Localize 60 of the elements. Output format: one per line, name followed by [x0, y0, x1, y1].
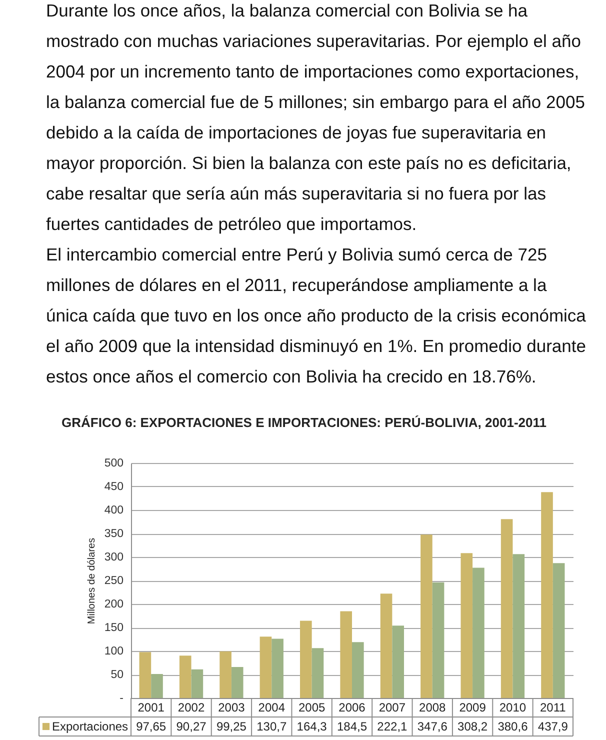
bar: [552, 563, 565, 698]
y-tick-label: 100: [104, 646, 124, 658]
y-tick-label: 200: [104, 598, 124, 610]
data-label: 184,5: [336, 720, 368, 734]
bar: [472, 568, 484, 698]
bar: [420, 534, 432, 698]
bar: [220, 651, 232, 698]
bar: [460, 553, 473, 698]
x-tick-label: 2004: [258, 700, 286, 714]
x-tick-label: 2001: [138, 700, 165, 714]
x-tick-label: 2002: [178, 700, 205, 714]
x-tick-label: 2005: [298, 700, 326, 714]
y-tick-label: 450: [104, 481, 124, 493]
y-tick-label: 350: [104, 528, 124, 540]
data-label: 130,7: [256, 720, 287, 734]
legend-label: Exportaciones: [52, 720, 128, 734]
bar: [231, 666, 244, 698]
bar: [340, 611, 352, 698]
data-label: 437,9: [538, 720, 568, 734]
data-label: 164,3: [296, 720, 328, 734]
y-tick-label: 250: [104, 575, 124, 587]
chart-title: GRÁFICO 6: EXPORTACIONES E IMPORTACIONES: PERÚ-BOLIVIA, 2001-2011: [62, 415, 546, 430]
x-tick-label: 2011: [540, 700, 566, 714]
data-label: 90,27: [176, 720, 207, 734]
bar: [380, 594, 392, 698]
bar: [151, 674, 163, 698]
x-tick-label: 2010: [499, 700, 526, 714]
bar: [179, 656, 192, 698]
x-tick-label: 2006: [338, 700, 366, 714]
y-axis-title: Millones de dólares: [86, 538, 98, 624]
bar: [312, 648, 324, 698]
data-label: 308,2: [458, 720, 488, 734]
y-tick-label: 500: [104, 458, 124, 470]
data-label: 380,6: [498, 720, 528, 734]
bar: [352, 642, 364, 698]
bar: [432, 582, 444, 698]
bar: [139, 652, 152, 698]
x-tick-label: 2007: [378, 700, 406, 714]
bar: [500, 519, 513, 698]
bar: [300, 620, 312, 698]
data-label: 222,1: [377, 720, 408, 734]
y-tick-label: 400: [104, 504, 124, 516]
text: El intercambio comercial entre Perú y Bolivia sumó cerca de 725 millones de dólares en el 2011, recuperándose ampliamente a la única caída que tuvo en los once año producto de la crisis económica el año 2009 que la intensidad disminuyó en 1%. En promedio durante estos once años el comercio con Bolivia ha crecido en 18.76%.: [46, 244, 586, 386]
data-label: 347,6: [417, 720, 448, 734]
bar: [512, 554, 525, 698]
y-tick-label: 300: [104, 552, 124, 564]
bar: [260, 636, 272, 698]
bar: [541, 492, 553, 698]
y-tick-label: 50: [110, 669, 124, 681]
x-tick-label: 2003: [218, 700, 246, 714]
text: Durante los once años, la balanza comercial con Bolivia se ha mostrado con muchas variaciones superavitarias. Por ejemplo el año 2004 por un incremento tanto de importaciones como exportaciones, la balanza comercial fue de 5 millones; sin embargo para el año 2005 debido a la caída de importaciones de joyas fue superavitaria en mayor proporción. Si bien la balanza con este país no es deficitaria, cabe resaltar que sería aún más superavitaria si no fuera por las fuertes cantidades de petróleo que importamos.: [46, 0, 585, 234]
data-label: 99,25: [216, 720, 247, 734]
x-tick-label: 2008: [419, 700, 446, 714]
bar: [392, 626, 404, 698]
data-label: 97,65: [136, 720, 166, 734]
y-tick-label: 150: [104, 622, 124, 634]
bar: [272, 638, 284, 698]
bar: [191, 669, 204, 698]
y-tick-label: -: [120, 692, 124, 704]
x-tick-label: 2009: [459, 700, 486, 714]
